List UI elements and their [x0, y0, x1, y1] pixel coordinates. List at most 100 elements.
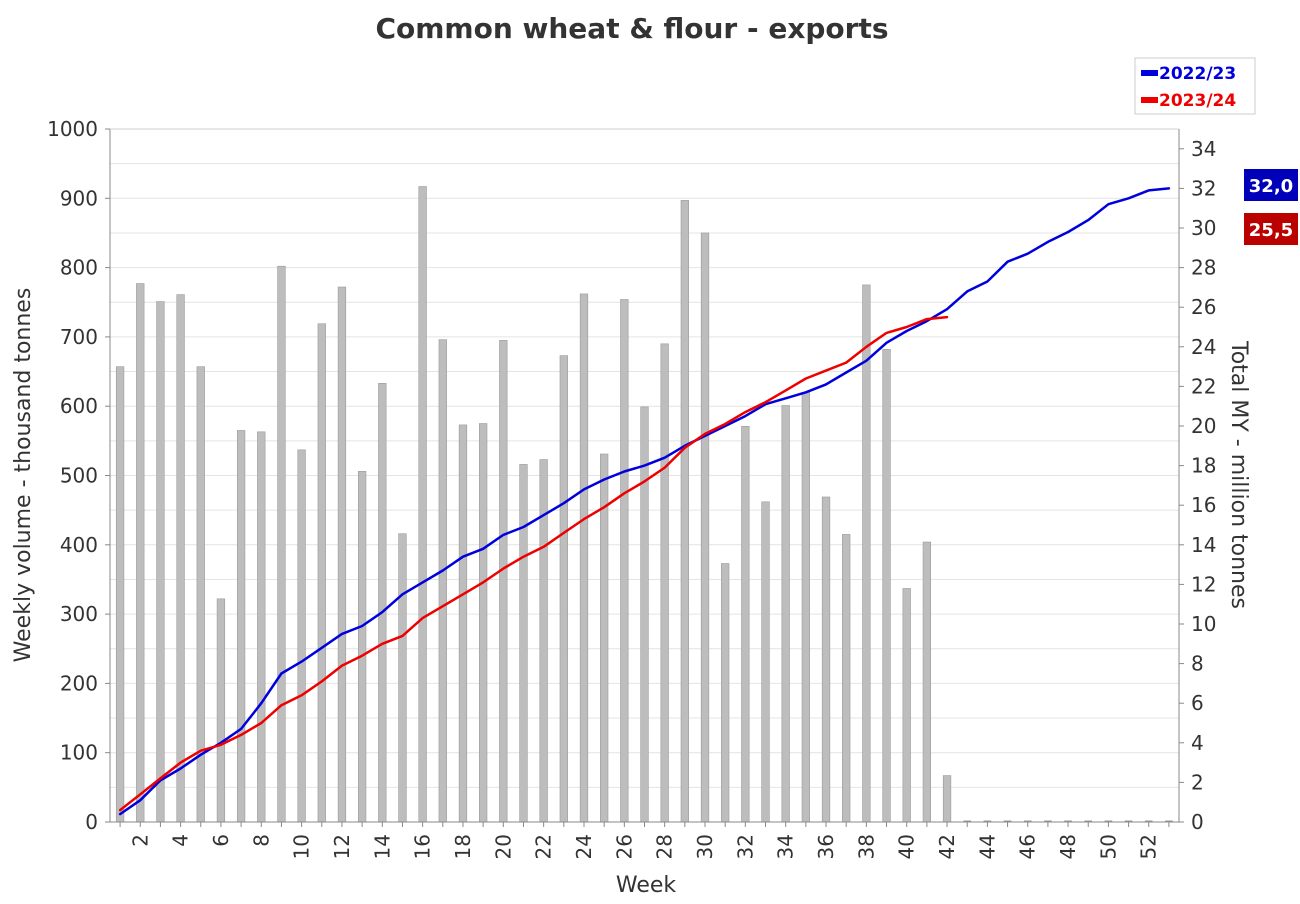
bar-week-1 [115, 366, 125, 823]
tick-labels: 0100200300400500600700800900100002468101… [47, 117, 1216, 859]
bar-week-34 [781, 405, 790, 823]
left-tick-label: 400 [60, 533, 98, 557]
right-tick-label: 4 [1191, 731, 1204, 755]
right-tick-label: 18 [1191, 454, 1216, 478]
left-tick-label: 600 [60, 394, 98, 418]
series-line-2022-23 [118, 187, 1171, 816]
bar-week-11 [317, 323, 326, 823]
x-tick-label: 48 [1056, 834, 1080, 859]
left-tick-label: 700 [60, 325, 98, 349]
x-tick-label: 32 [733, 834, 757, 859]
legend-label: 2023/24 [1159, 91, 1236, 111]
bar-week-31 [721, 563, 730, 823]
bar-week-3 [156, 301, 165, 823]
bar-week-28 [660, 343, 669, 823]
right-tick-label: 0 [1191, 810, 1204, 834]
right-tick-label: 20 [1191, 414, 1216, 438]
right-tick-label: 2 [1191, 770, 1204, 794]
legend-box [1134, 57, 1256, 115]
bar-week-21 [519, 464, 528, 823]
series-lines [118, 187, 1171, 816]
bar-week-26 [620, 299, 629, 823]
x-tick-label: 22 [532, 834, 556, 859]
x-tick-label: 34 [774, 834, 798, 859]
bar-week-37 [842, 534, 851, 823]
bar-week-29 [680, 200, 689, 823]
bar-week-13 [357, 471, 367, 823]
chart-title: Common wheat & flour - exports [375, 12, 888, 45]
bar-week-14 [378, 383, 387, 823]
legend-swatch [1141, 70, 1158, 76]
bar-week-27 [640, 406, 649, 823]
right-tick-label: 14 [1191, 533, 1216, 557]
left-y-axis-label: Weekly volume - thousand tonnes [11, 288, 36, 663]
right-tick-label: 34 [1191, 137, 1216, 161]
x-tick-label: 24 [572, 834, 596, 859]
right-tick-label: 28 [1191, 256, 1216, 280]
x-tick-label: 38 [854, 834, 878, 859]
bar-week-6 [216, 598, 226, 823]
right-tick-label: 8 [1191, 652, 1204, 676]
callout-label: 25,5 [1249, 220, 1293, 241]
bar-week-35 [801, 392, 810, 823]
bar-week-23 [559, 355, 568, 823]
right-tick-label: 30 [1191, 216, 1216, 240]
weekly-bars [115, 186, 1173, 823]
x-tick-label: 8 [249, 834, 273, 847]
x-tick-label: 40 [895, 834, 919, 859]
bar-week-38 [862, 284, 871, 823]
bar-week-8 [257, 431, 266, 823]
x-tick-label: 6 [209, 834, 233, 847]
x-tick-label: 10 [290, 834, 314, 859]
right-tick-label: 6 [1191, 691, 1204, 715]
bar-week-39 [882, 349, 891, 823]
x-tick-label: 12 [330, 834, 354, 859]
bar-week-42 [942, 775, 952, 823]
bar-week-18 [458, 424, 468, 823]
left-tick-label: 100 [60, 741, 98, 765]
right-y-axis-label: Total MY - million tonnes [1226, 340, 1251, 609]
end-value-callouts: 32,0 25,5 [1244, 169, 1298, 245]
callout-box [1244, 213, 1298, 245]
left-tick-label: 800 [60, 256, 98, 280]
x-tick-label: 52 [1137, 834, 1161, 859]
right-tick-label: 26 [1191, 295, 1216, 319]
callout-box [1244, 169, 1298, 201]
x-tick-label: 46 [1016, 834, 1040, 859]
right-tick-label: 10 [1191, 612, 1216, 636]
bar-week-7 [236, 430, 246, 823]
x-axis-label: Week [616, 873, 677, 898]
x-tick-label: 44 [975, 834, 999, 859]
x-tick-label: 26 [612, 834, 636, 859]
x-tick-label: 2 [128, 834, 152, 847]
bar-week-9 [277, 265, 286, 823]
x-tick-label: 30 [693, 834, 717, 859]
bar-week-19 [479, 423, 488, 823]
x-tick-label: 14 [370, 834, 394, 859]
bar-week-24 [579, 293, 589, 823]
legend-label: 2022/23 [1159, 64, 1236, 84]
bar-week-30 [700, 232, 710, 823]
right-tick-label: 22 [1191, 374, 1216, 398]
left-tick-label: 1000 [47, 117, 98, 141]
axes [105, 128, 1184, 827]
right-tick-label: 16 [1191, 493, 1216, 517]
left-tick-label: 900 [60, 186, 98, 210]
callout-label: 32,0 [1249, 176, 1293, 197]
x-tick-label: 18 [451, 834, 475, 859]
bar-week-15 [398, 533, 407, 823]
x-tick-label: 16 [411, 834, 435, 859]
left-tick-label: 500 [60, 464, 98, 488]
bar-week-17 [438, 339, 447, 823]
bar-week-12 [337, 286, 347, 823]
x-tick-label: 36 [814, 834, 838, 859]
legend: 2022/23 2023/24 [1134, 57, 1256, 115]
x-tick-label: 4 [169, 834, 193, 847]
bar-week-4 [176, 294, 185, 823]
right-tick-label: 12 [1191, 572, 1216, 596]
left-tick-label: 0 [85, 810, 98, 834]
bar-week-16 [418, 186, 427, 823]
legend-swatch [1141, 97, 1158, 103]
right-tick-label: 24 [1191, 335, 1216, 359]
